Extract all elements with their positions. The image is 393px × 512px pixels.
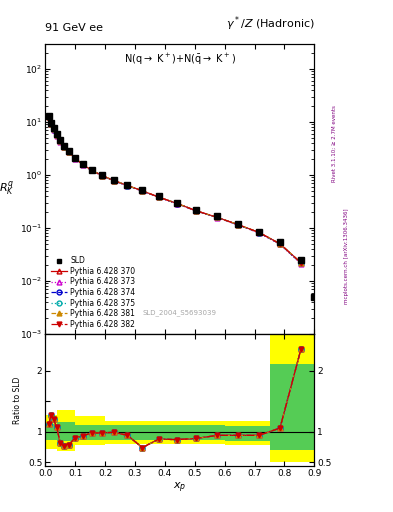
Text: Rivet 3.1.10; ≥ 2.7M events: Rivet 3.1.10; ≥ 2.7M events	[332, 105, 337, 182]
Bar	[270, 334, 314, 462]
Bar	[45, 424, 57, 440]
Bar	[105, 421, 225, 444]
Text: N(q$\rightarrow$ K$^+$)+N($\bar{\rm q}$$\rightarrow$ K$^+$): N(q$\rightarrow$ K$^+$)+N($\bar{\rm q}$$…	[124, 52, 236, 68]
Text: 91 GeV ee: 91 GeV ee	[45, 23, 103, 33]
Y-axis label: Ratio to SLD: Ratio to SLD	[13, 376, 22, 423]
Text: SLD_2004_S5693039: SLD_2004_S5693039	[143, 310, 217, 316]
Bar	[225, 421, 270, 445]
Y-axis label: $R^q_K$: $R^q_K$	[0, 180, 14, 198]
X-axis label: $x_p$: $x_p$	[173, 480, 187, 495]
Bar	[75, 416, 105, 445]
Legend: SLD, Pythia 6.428 370, Pythia 6.428 373, Pythia 6.428 374, Pythia 6.428 375, Pyt: SLD, Pythia 6.428 370, Pythia 6.428 373,…	[49, 255, 137, 330]
Bar	[57, 422, 75, 441]
Text: mcplots.cern.ch [arXiv:1306.3436]: mcplots.cern.ch [arXiv:1306.3436]	[344, 208, 349, 304]
Text: $\gamma^*/Z$ (Hadronic): $\gamma^*/Z$ (Hadronic)	[226, 15, 314, 33]
Bar	[45, 415, 57, 449]
Bar	[225, 426, 270, 441]
Bar	[75, 425, 225, 440]
Bar	[57, 410, 75, 451]
Bar	[270, 365, 314, 450]
